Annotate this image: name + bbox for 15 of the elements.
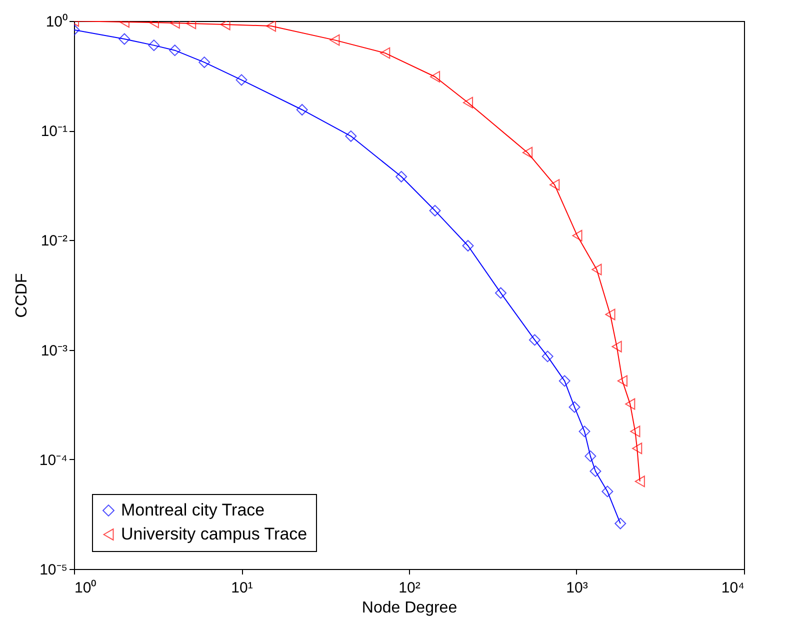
x-tick-label: 10⁰ [74,580,96,596]
x-tick-label: 10⁴ [721,580,744,596]
y-tick-label: 10⁻³ [40,342,68,360]
x-tick-label: 10³ [566,580,588,596]
x-tick-label: 10¹ [231,580,253,596]
x-axis-title: Node Degree [362,600,458,616]
y-tick-label: 10⁰ [46,14,68,30]
y-axis-title: CCDF [13,273,30,318]
y-tick-label: 10⁻⁵ [40,562,68,578]
legend-label: University campus Trace [121,524,308,544]
y-tick-label: 10⁻⁴ [39,452,68,469]
y-tick-label: 10⁻² [40,232,68,250]
legend-label: Montreal city Trace [121,500,265,520]
y-tick-label: 10⁻¹ [40,123,68,140]
x-tick-label: 10² [398,580,420,596]
